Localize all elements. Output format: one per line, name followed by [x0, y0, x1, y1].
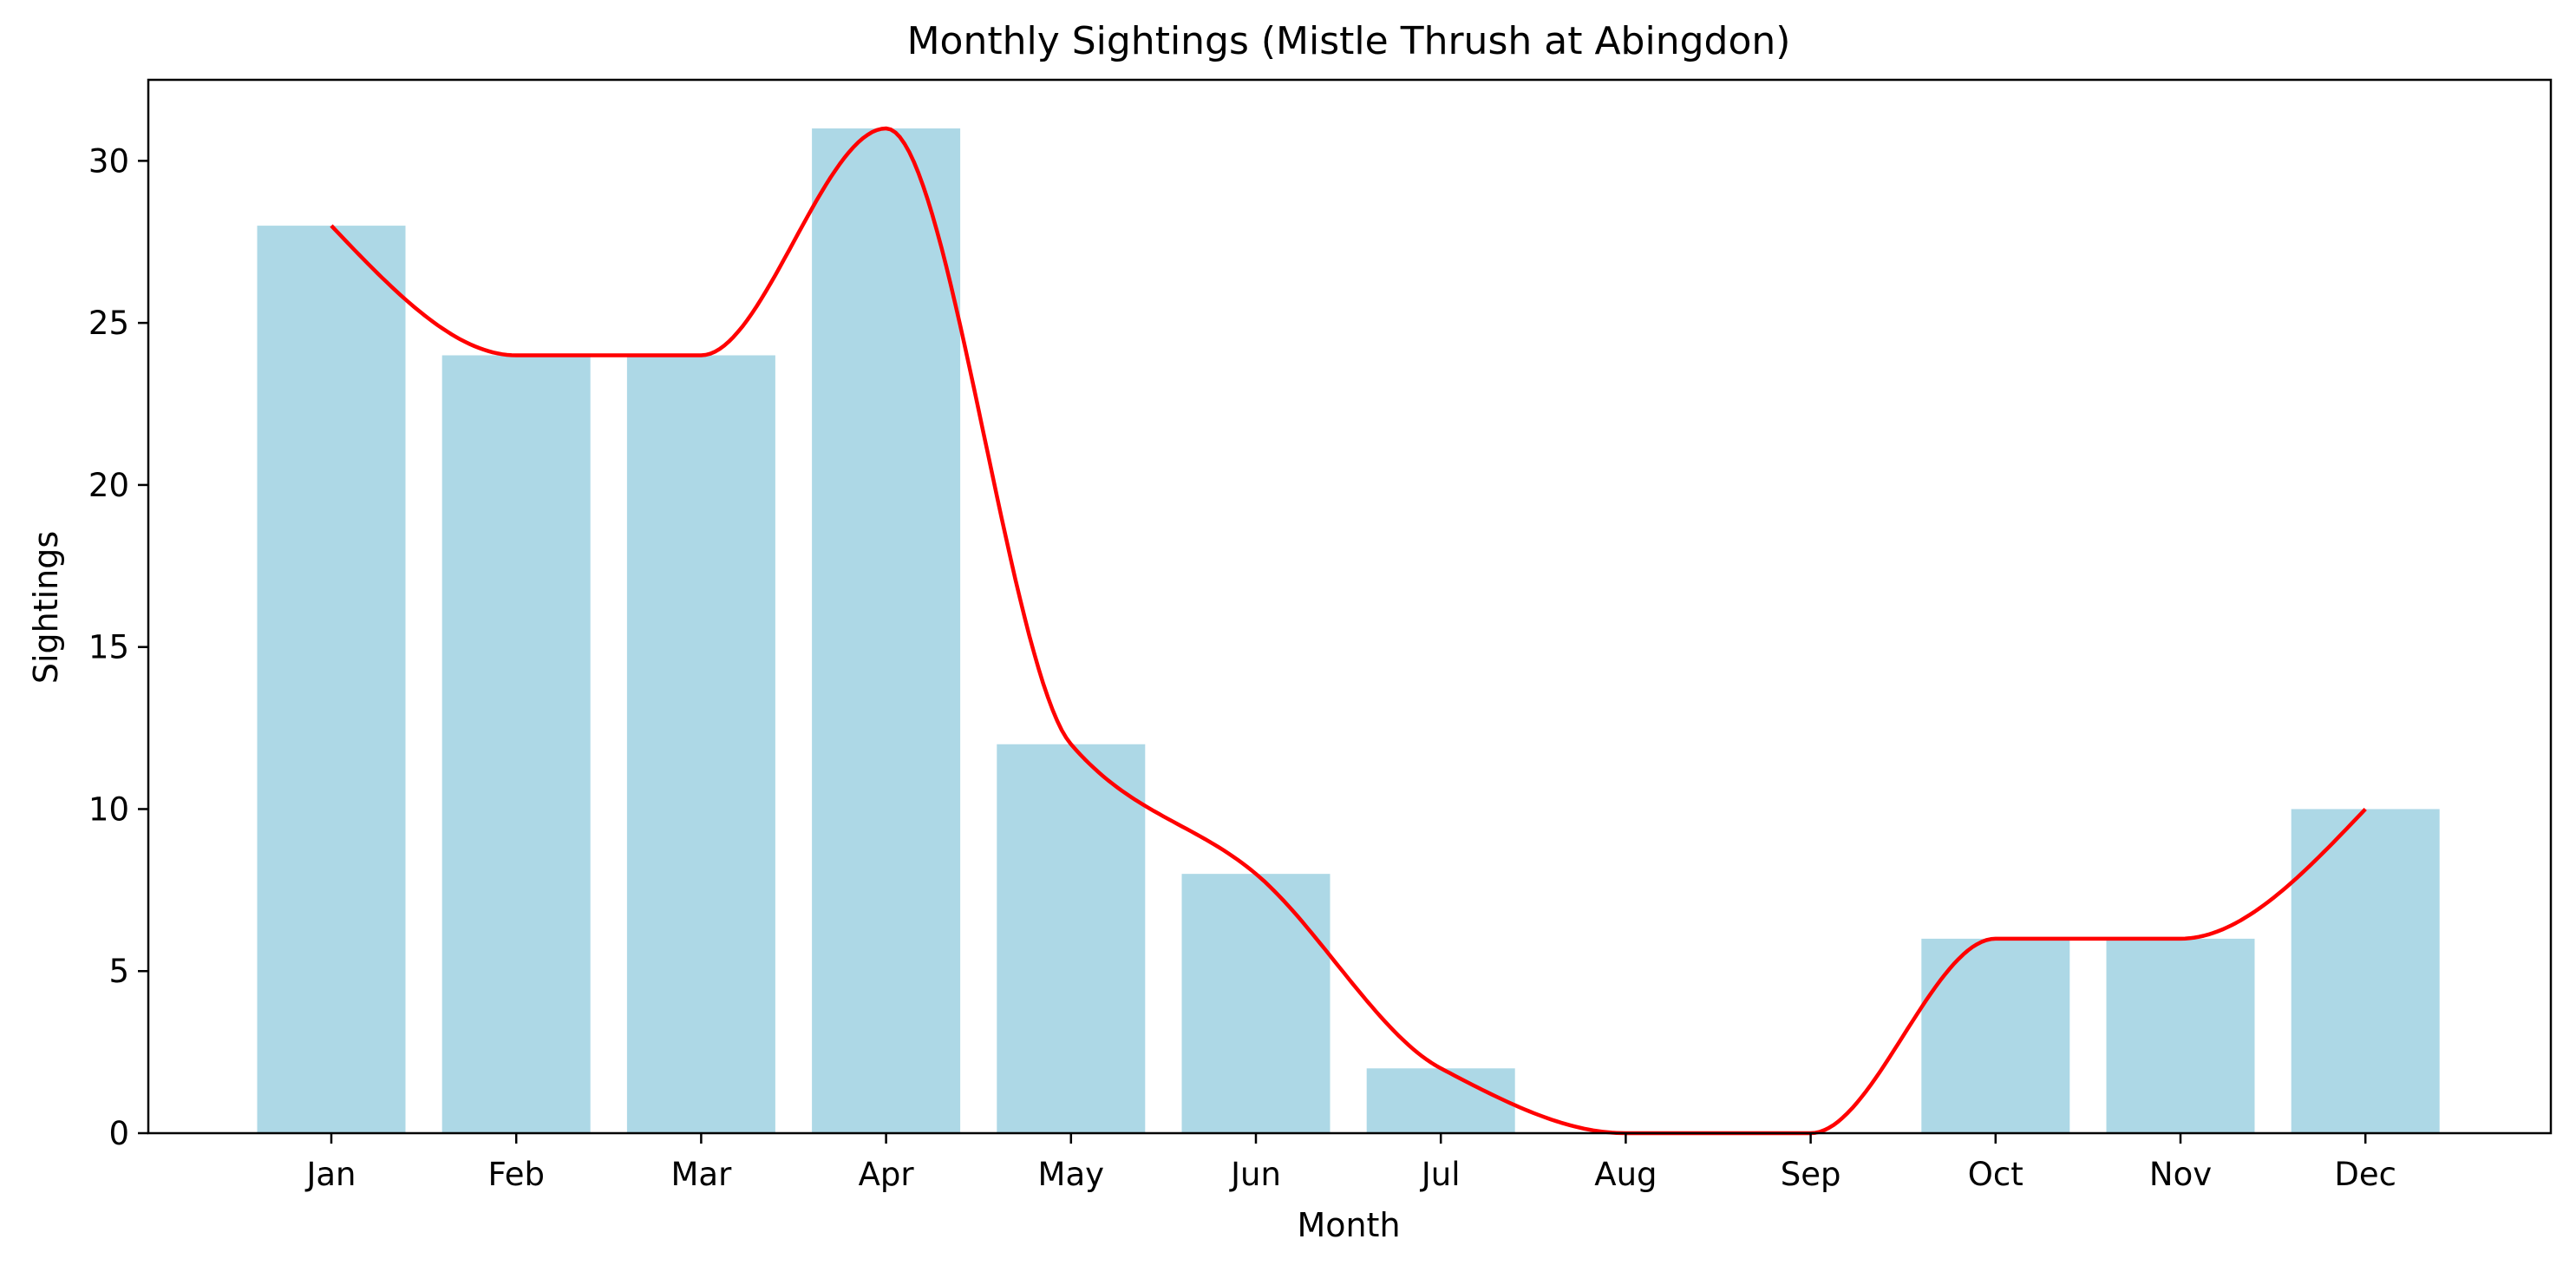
- bar-feb: [441, 355, 591, 1133]
- x-tick-label-jan: Jan: [304, 1156, 356, 1193]
- x-tick-label-aug: Aug: [1594, 1156, 1657, 1193]
- bar-jul: [1366, 1068, 1515, 1133]
- x-tick-label-jun: Jun: [1229, 1156, 1281, 1193]
- x-tick-label-apr: Apr: [859, 1156, 915, 1193]
- y-tick-label: 20: [88, 467, 129, 504]
- bars-group: [257, 128, 2440, 1134]
- x-tick-label-nov: Nov: [2149, 1156, 2212, 1193]
- bar-jan: [257, 226, 406, 1134]
- bar-apr: [812, 128, 961, 1133]
- trend-line: [330, 126, 2367, 1136]
- chart-title: Monthly Sightings (Mistle Thrush at Abin…: [907, 19, 1791, 63]
- bar-may: [997, 744, 1146, 1133]
- x-tick-label-dec: Dec: [2334, 1156, 2396, 1193]
- x-tick-label-jul: Jul: [1420, 1156, 1461, 1193]
- trend-line-group: [330, 126, 2367, 1136]
- y-tick-label: 10: [88, 790, 129, 828]
- x-tick-label-may: May: [1038, 1156, 1105, 1193]
- x-axis: Jan Feb Mar Apr May Jun Jul Aug Sep Oct Nov Dec: [304, 1133, 2396, 1193]
- bar-mar: [626, 355, 775, 1133]
- bar-dec: [2291, 809, 2440, 1133]
- bar-nov: [2106, 938, 2255, 1133]
- x-tick-label-mar: Mar: [670, 1156, 732, 1193]
- plot-frame: [147, 78, 2553, 1135]
- bar-oct: [1921, 938, 2070, 1133]
- y-tick-label: 0: [108, 1115, 129, 1152]
- x-tick-label-feb: Feb: [487, 1156, 545, 1193]
- x-axis-label: Month: [1297, 1206, 1400, 1244]
- bar-jun: [1181, 874, 1330, 1133]
- y-tick-label: 25: [88, 305, 129, 342]
- x-tick-label-oct: Oct: [1968, 1156, 2024, 1193]
- y-tick-label: 5: [108, 953, 129, 990]
- x-tick-label-sep: Sep: [1781, 1156, 1841, 1193]
- y-axis: 0 5 10 15 20 25 30: [88, 142, 148, 1152]
- y-axis-label: Sightings: [27, 531, 65, 684]
- y-tick-label: 15: [88, 629, 129, 666]
- y-tick-label: 30: [88, 142, 129, 180]
